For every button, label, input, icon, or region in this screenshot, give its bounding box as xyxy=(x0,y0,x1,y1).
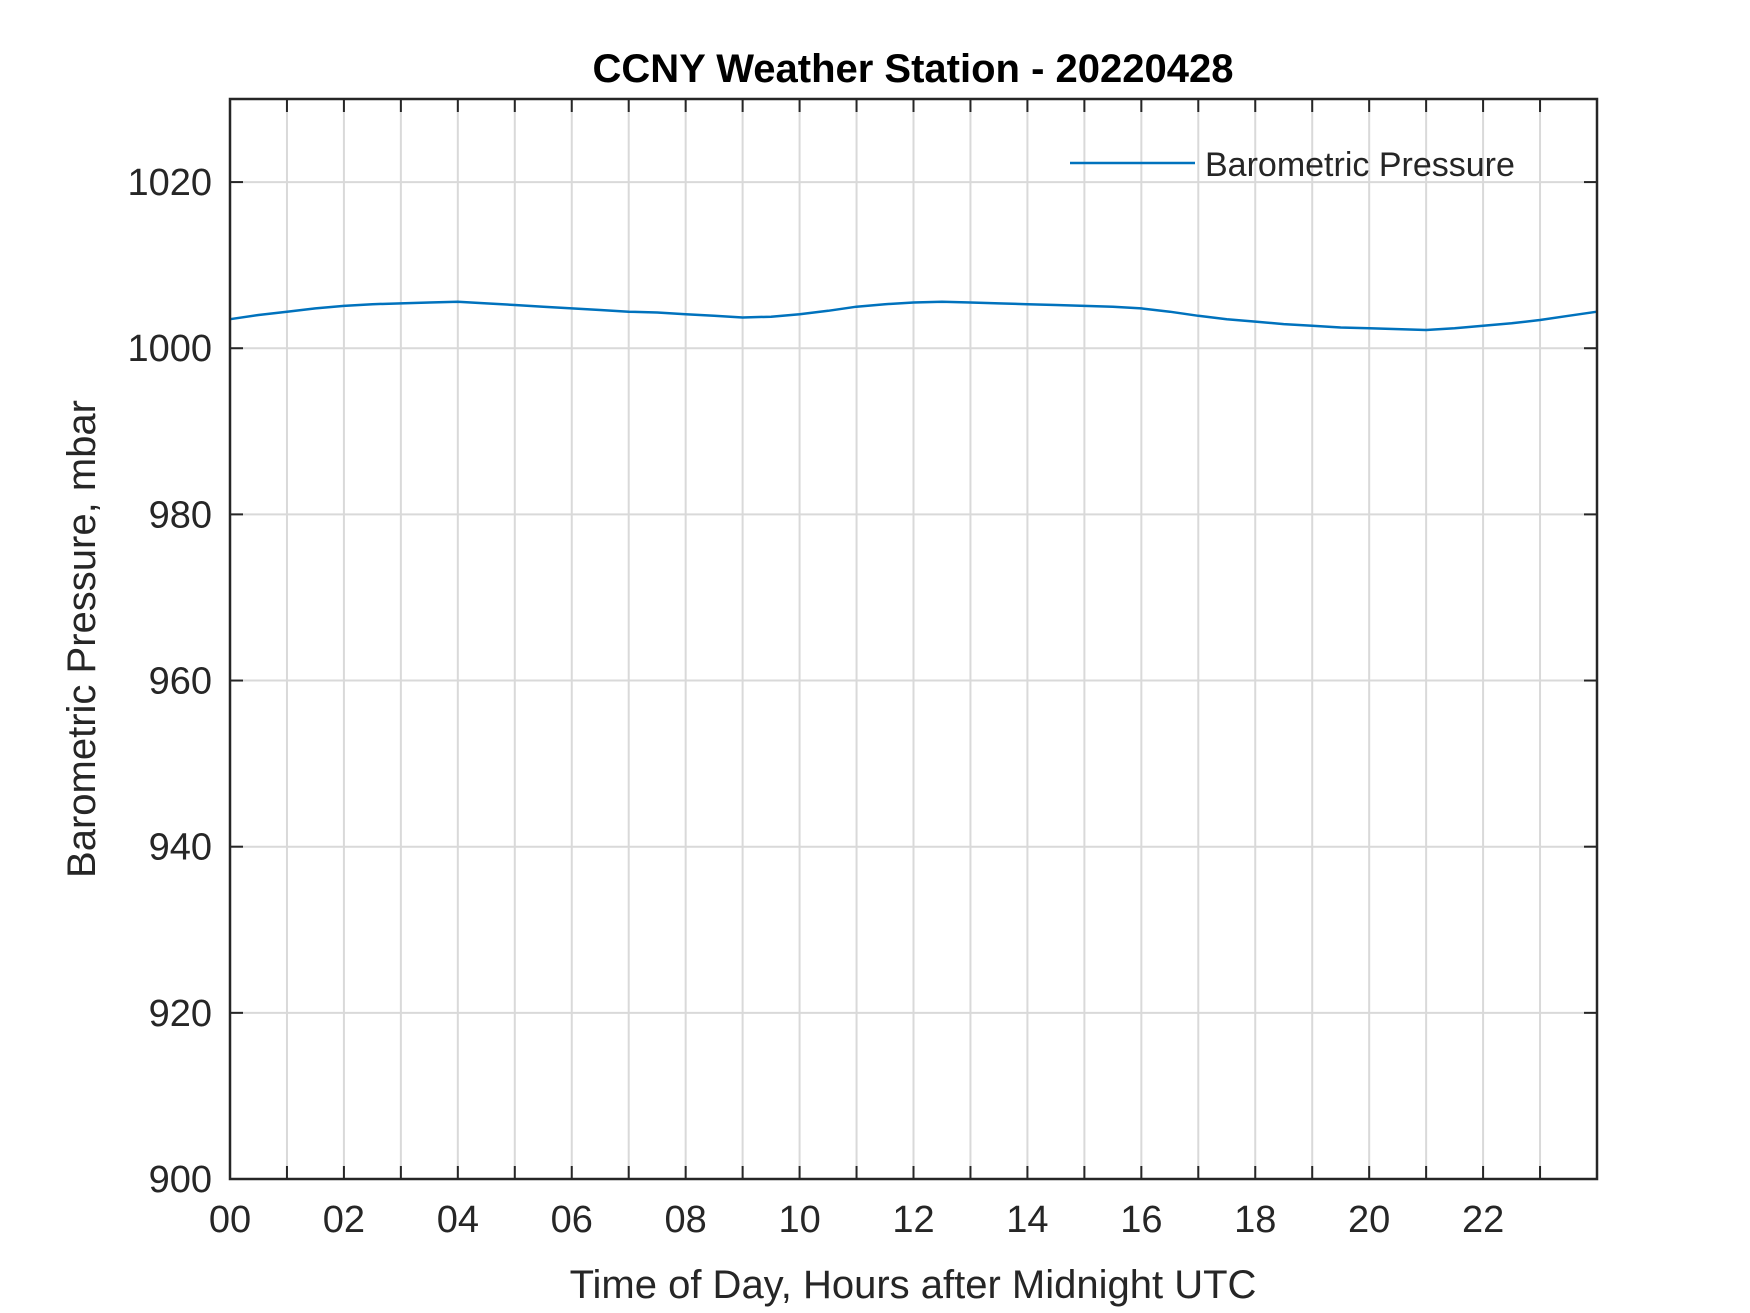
series-line-barometric-pressure xyxy=(229,300,1598,332)
x-tick-label: 10 xyxy=(778,1199,820,1241)
x-axis-label: Time of Day, Hours after Midnight UTC xyxy=(570,1263,1257,1307)
axis-ticks xyxy=(230,99,1597,1179)
series-layer xyxy=(229,300,1598,332)
x-tick-label: 04 xyxy=(437,1199,479,1241)
axes-box xyxy=(228,97,1599,1181)
legend: Barometric Pressure xyxy=(1070,146,1515,184)
grid-lines xyxy=(230,99,1597,1179)
y-tick-label: 920 xyxy=(149,993,212,1035)
y-tick-label: 1020 xyxy=(127,162,212,204)
x-tick-label: 16 xyxy=(1120,1199,1162,1241)
x-tick-label: 20 xyxy=(1348,1199,1390,1241)
y-tick-labels: 900 920 940 960 980 1000 1020 xyxy=(127,162,212,1201)
x-tick-label: 08 xyxy=(665,1199,707,1241)
y-tick-label: 1000 xyxy=(127,328,212,370)
x-tick-label: 06 xyxy=(551,1199,593,1241)
x-tick-labels: 00 02 04 06 08 10 12 14 16 18 20 22 xyxy=(209,1199,1504,1241)
chart-title: CCNY Weather Station - 20220428 xyxy=(593,47,1234,91)
y-tick-label: 980 xyxy=(149,494,212,536)
x-tick-label: 00 xyxy=(209,1199,251,1241)
x-tick-label: 14 xyxy=(1006,1199,1048,1241)
x-tick-label: 02 xyxy=(323,1199,365,1241)
y-tick-label: 940 xyxy=(149,827,212,869)
legend-label-barometric-pressure: Barometric Pressure xyxy=(1205,146,1515,184)
x-tick-label: 12 xyxy=(892,1199,934,1241)
x-tick-label: 22 xyxy=(1462,1199,1504,1241)
x-tick-label: 18 xyxy=(1234,1199,1276,1241)
y-tick-label: 900 xyxy=(149,1159,212,1201)
y-axis-label: Barometric Pressure, mbar xyxy=(60,400,104,878)
y-tick-label: 960 xyxy=(149,661,212,703)
